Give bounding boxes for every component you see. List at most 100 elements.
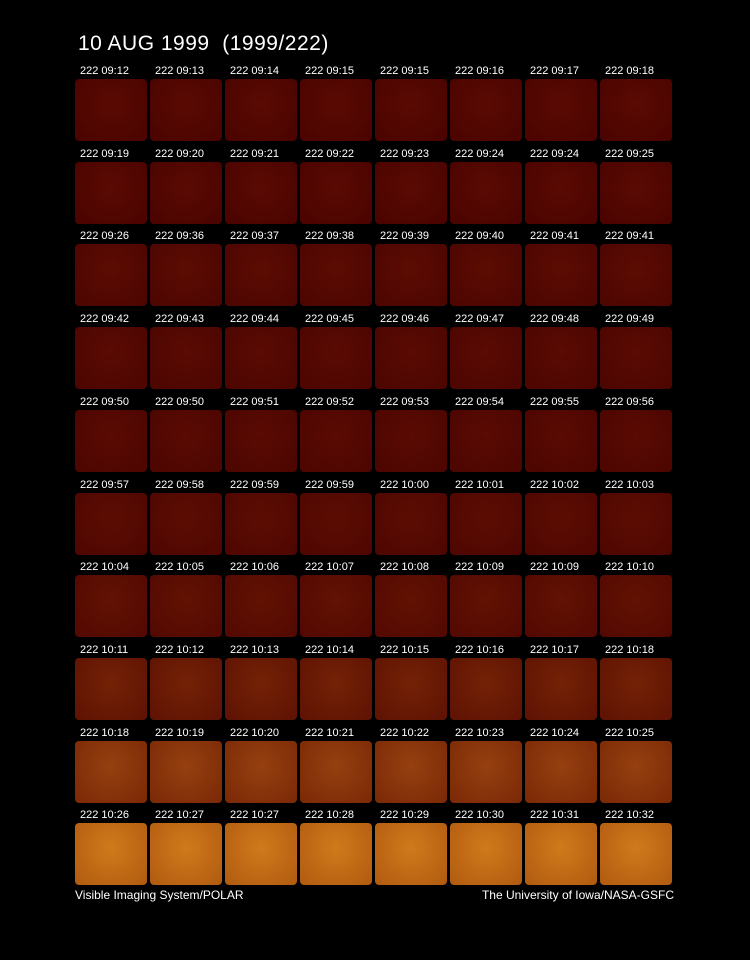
- frame-label: 222 09:46: [380, 313, 429, 326]
- frame-image: [225, 327, 297, 390]
- frame-label: 222 10:31: [530, 809, 579, 822]
- frame-image: [150, 327, 222, 390]
- frame-image: [375, 740, 447, 803]
- frame-image: [75, 492, 147, 555]
- frame-label: 222 09:20: [155, 147, 204, 160]
- frame-image: [300, 740, 372, 803]
- frame-image: [150, 575, 222, 638]
- frame-image: [450, 823, 522, 886]
- frame-image: [450, 244, 522, 307]
- footer-right: The University of Iowa/NASA-GSFC: [481, 888, 674, 902]
- frame-image: [300, 244, 372, 307]
- frame-label: 222 10:21: [305, 726, 354, 739]
- frame-image: [375, 244, 447, 307]
- frame-label: 222 10:04: [80, 561, 129, 574]
- frame-image: [525, 327, 597, 390]
- frame-label: 222 09:15: [305, 65, 354, 77]
- frame-image: [300, 823, 372, 886]
- frame-label: 222 10:06: [230, 561, 279, 574]
- frame-image: [525, 244, 597, 307]
- frame-image: [375, 575, 447, 638]
- frame-label: 222 09:17: [530, 65, 579, 77]
- frame-image: [300, 79, 372, 141]
- frame-label: 222 09:53: [380, 395, 429, 408]
- frame-image: [225, 79, 297, 141]
- frame-image: [525, 161, 597, 224]
- frame-label: 222 10:24: [530, 726, 579, 739]
- frame-label: 222 10:26: [80, 809, 129, 822]
- frame-label: 222 09:58: [155, 478, 204, 491]
- frame-label: 222 09:13: [155, 65, 204, 77]
- frame-image: [150, 409, 222, 472]
- frame-label: 222 09:49: [605, 313, 654, 326]
- frame-label: 222 09:21: [230, 147, 279, 160]
- frame-label: 222 09:42: [80, 313, 129, 326]
- frame-label: 222 09:51: [230, 395, 279, 408]
- frame-image: [450, 657, 522, 720]
- frame-image: [375, 327, 447, 390]
- frame-image: [150, 823, 222, 886]
- frame-label: 222 09:19: [80, 147, 129, 160]
- frame-image: [450, 740, 522, 803]
- frame-image: [225, 161, 297, 224]
- frame-label: 222 09:44: [230, 313, 279, 326]
- frame-label: 222 10:23: [455, 726, 504, 739]
- frame-image: [300, 327, 372, 390]
- frame-image: [600, 823, 672, 886]
- frame-label: 222 10:32: [605, 809, 654, 822]
- frame-label: 222 09:24: [455, 147, 504, 160]
- frame-label: 222 09:39: [380, 230, 429, 243]
- frame-label: 222 09:41: [530, 230, 579, 243]
- frame-label: 222 10:25: [605, 726, 654, 739]
- frame-image: [375, 79, 447, 141]
- frame-label: 222 09:37: [230, 230, 279, 243]
- frame-image: [300, 492, 372, 555]
- frame-label: 222 10:10: [605, 561, 654, 574]
- frame-label: 222 09:16: [455, 65, 504, 77]
- frame-image: [75, 575, 147, 638]
- frame-image: [150, 161, 222, 224]
- frame-label: 222 09:38: [305, 230, 354, 243]
- frame-label: 222 09:22: [305, 147, 354, 160]
- frame-image: [75, 657, 147, 720]
- frame-label: 222 10:07: [305, 561, 354, 574]
- frame-label: 222 10:27: [230, 809, 279, 822]
- frame-image: [375, 657, 447, 720]
- frame-image: [375, 409, 447, 472]
- frame-label: 222 09:15: [380, 65, 429, 77]
- frame-label: 222 10:20: [230, 726, 279, 739]
- frame-image: [75, 244, 147, 307]
- frame-image: [600, 657, 672, 720]
- frame-label: 222 10:01: [455, 478, 504, 491]
- frame-label: 222 10:08: [380, 561, 429, 574]
- frame-image: [225, 492, 297, 555]
- frame-image: [150, 492, 222, 555]
- frame-label: 222 10:30: [455, 809, 504, 822]
- frame-label: 222 09:24: [530, 147, 579, 160]
- frame-image: [450, 492, 522, 555]
- frame-label: 222 10:12: [155, 643, 204, 656]
- frame-image: [525, 79, 597, 141]
- frame-label: 222 09:50: [155, 395, 204, 408]
- frame-image: [300, 575, 372, 638]
- frame-image: [225, 823, 297, 886]
- frame-label: 222 09:59: [230, 478, 279, 491]
- frame-image: [75, 161, 147, 224]
- frame-image: [75, 409, 147, 472]
- frame-image: [600, 161, 672, 224]
- frame-image: [450, 409, 522, 472]
- frame-image: [450, 161, 522, 224]
- frame-label: 222 10:03: [605, 478, 654, 491]
- frame-label: 222 10:13: [230, 643, 279, 656]
- frame-label: 222 09:54: [455, 395, 504, 408]
- frame-image: [600, 740, 672, 803]
- frame-image: [150, 79, 222, 141]
- frame-image: [300, 657, 372, 720]
- frame-label: 222 10:05: [155, 561, 204, 574]
- frame-label: 222 09:25: [605, 147, 654, 160]
- frame-label: 222 10:17: [530, 643, 579, 656]
- frame-image: [225, 575, 297, 638]
- frame-label: 222 09:50: [80, 395, 129, 408]
- frame-image: [600, 244, 672, 307]
- frame-image: [150, 244, 222, 307]
